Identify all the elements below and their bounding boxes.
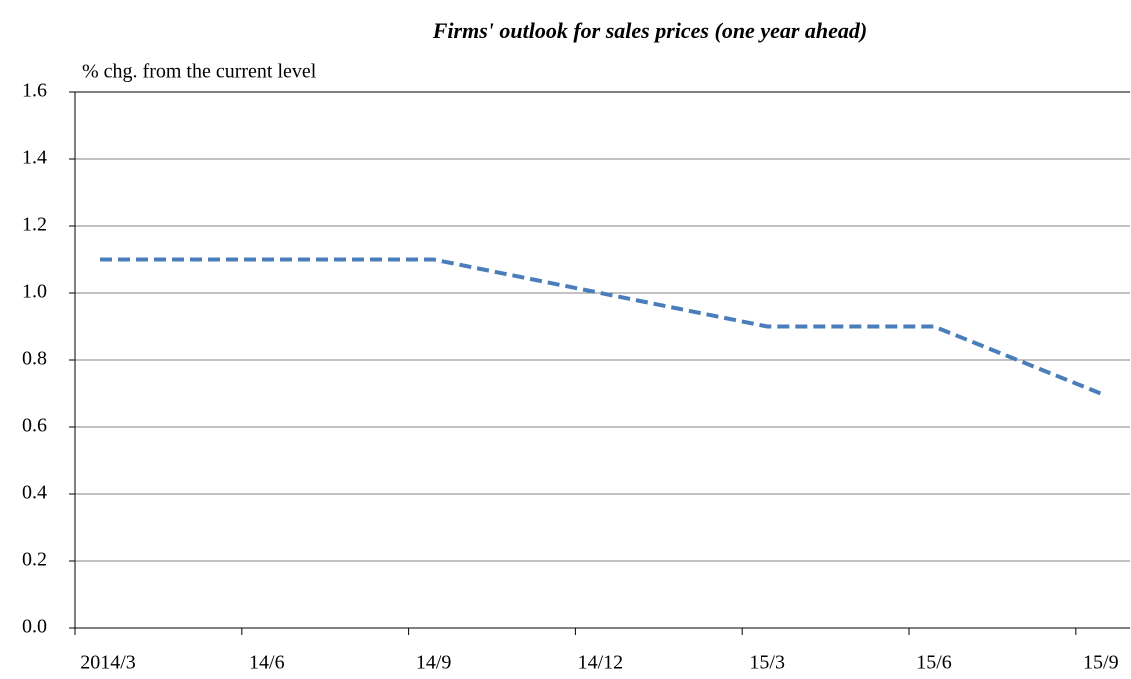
chart-title: Firms' outlook for sales prices (one yea… [432,18,868,43]
x-tick-label: 2014/3 [80,652,136,674]
x-tick-label: 14/12 [578,652,624,674]
x-tick-label: 15/9 [1083,652,1119,674]
x-tick-label: 15/3 [749,652,785,674]
y-tick-label: 0.4 [22,482,47,504]
y-tick-label: 0.6 [22,415,47,437]
data-line [100,257,1102,396]
y-tick-label: 1.6 [22,80,47,102]
y-tick-label: 0.2 [22,549,47,571]
y-tick-label: 0.8 [22,348,47,370]
y-tick-label: 1.2 [22,214,47,236]
x-tick-label: 14/6 [249,652,285,674]
y-axis-label: % chg. from the current level [82,61,317,83]
y-tick-label: 0.0 [22,616,47,638]
y-tick-label: 1.0 [22,281,47,303]
x-tick-label: 14/9 [416,652,452,674]
y-tick-label: 1.4 [22,147,47,169]
x-tick-label: 15/6 [916,652,952,674]
